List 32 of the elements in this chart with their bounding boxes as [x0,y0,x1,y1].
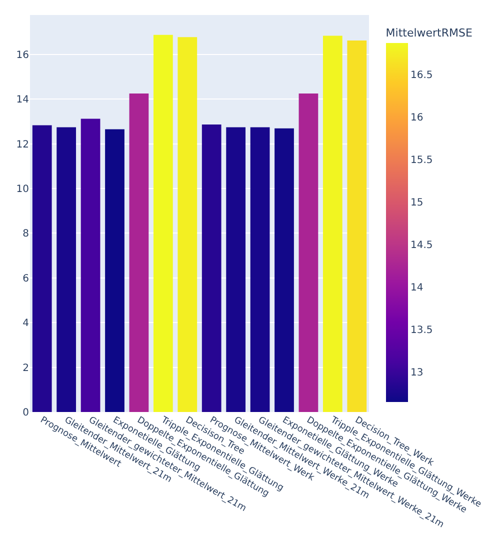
bar [32,125,52,412]
color-bar-label: 16 [410,112,424,124]
color-bar-label: 14.5 [410,240,433,252]
bar [322,36,342,412]
bar [56,127,76,412]
bar [178,37,198,412]
bar [226,127,246,412]
y-tick-label: 12 [16,139,29,150]
y-tick-label: 10 [16,184,29,195]
bar [129,93,149,412]
color-bar-label: 16.5 [410,70,433,81]
y-tick-label: 0 [22,408,29,418]
y-tick-label: 14 [16,94,29,106]
color-bar-label: 15 [410,198,424,209]
color-bar-label: 14 [410,282,424,294]
y-tick-label: 6 [22,273,29,284]
bar [105,129,124,412]
bar [347,40,367,412]
bar [298,93,318,412]
bar [250,127,270,412]
bar [80,118,100,412]
y-tick-label: 16 [16,50,29,61]
y-tick-label: 8 [22,228,29,240]
color-bar-label: 13.5 [410,325,433,336]
color-bar-label: 15.5 [410,155,433,166]
bar [274,128,294,412]
color-bar-title: MittelwertRMSE [386,26,472,40]
y-tick-label: 4 [22,318,29,330]
bar [153,34,173,412]
y-tick-label: 2 [22,362,29,374]
bar [202,124,222,412]
color-bar-label: 13 [410,368,424,379]
